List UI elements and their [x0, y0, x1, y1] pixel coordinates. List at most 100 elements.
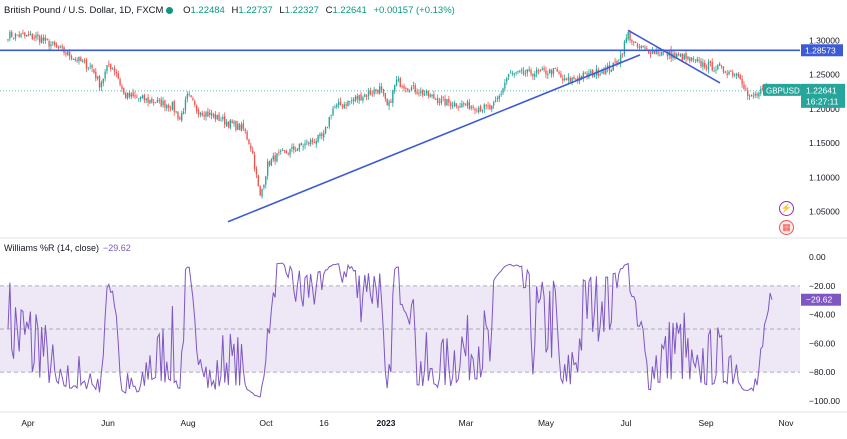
candle [468, 99, 471, 110]
candle [674, 50, 676, 60]
time-tick-label: Jun [101, 418, 115, 428]
candle [132, 88, 134, 98]
candle [321, 131, 323, 140]
wr-line [7, 262, 773, 398]
candle [42, 34, 45, 44]
time-tick-label: Mar [459, 418, 474, 428]
candle [323, 129, 325, 141]
candle [429, 92, 431, 98]
candle [308, 141, 310, 147]
candle [181, 110, 183, 123]
symbol-header: British Pound / U.S. Dollar, 1D, FXCM O1… [4, 5, 455, 16]
candle [18, 31, 20, 38]
candle [197, 107, 200, 118]
candle [369, 87, 372, 96]
candle [365, 93, 368, 101]
market-status-icon [166, 7, 174, 14]
candle [102, 78, 104, 87]
candle [119, 77, 121, 87]
candle [250, 142, 252, 153]
candle [539, 69, 542, 72]
candle [659, 51, 661, 57]
candle [255, 166, 258, 179]
candle [306, 139, 308, 146]
candle [160, 96, 162, 108]
candle [550, 68, 553, 78]
candle [347, 100, 349, 107]
candle [487, 101, 489, 110]
candle [435, 97, 437, 101]
candle [689, 56, 691, 64]
candle [446, 98, 448, 107]
candle [427, 90, 429, 99]
price-tick-label: 1.30000 [809, 36, 840, 46]
candle [9, 30, 11, 42]
candle [498, 94, 500, 103]
candle [395, 76, 398, 87]
candle [730, 69, 732, 72]
candle [20, 32, 22, 39]
price-pane [0, 29, 800, 223]
candle [158, 98, 160, 104]
candle [194, 99, 196, 108]
candle [464, 103, 467, 106]
candle [341, 103, 344, 110]
candle [552, 67, 555, 78]
candle [130, 92, 132, 100]
candle [98, 75, 101, 91]
candle [526, 68, 528, 77]
candle [252, 146, 254, 154]
candle [24, 31, 26, 39]
lightning-icon[interactable]: ⚡ [779, 201, 794, 216]
candle [640, 45, 642, 50]
candle [571, 76, 573, 86]
candle [173, 99, 175, 116]
candle [371, 90, 373, 97]
candle [110, 63, 112, 72]
candle [760, 85, 762, 97]
resistance-price-label: 1.28573 [805, 45, 836, 55]
candle [190, 94, 192, 98]
indicator-header[interactable]: Williams %R (14, close) −29.62 [4, 243, 131, 253]
time-tick-label: Apr [21, 418, 34, 428]
candle [52, 41, 54, 46]
candle [265, 175, 267, 189]
candle [478, 105, 480, 114]
candle [535, 67, 538, 78]
candle [683, 53, 685, 61]
candle [89, 62, 91, 70]
candle [422, 89, 424, 98]
candle [474, 107, 476, 115]
candle [545, 66, 547, 79]
candle [224, 112, 226, 129]
price-tick-label: 1.20000 [809, 104, 840, 114]
candle [440, 95, 443, 106]
candle [433, 90, 435, 100]
candle [216, 114, 218, 121]
wr-tick-label: −80.00 [809, 367, 836, 377]
candle [403, 83, 405, 92]
candle [655, 47, 657, 55]
candle [278, 149, 280, 156]
time-tick-label: 16 [319, 418, 329, 428]
candle [300, 142, 302, 146]
candle [377, 89, 379, 95]
candle [199, 111, 202, 118]
candle [298, 143, 301, 152]
candle [268, 160, 271, 167]
candle [11, 30, 13, 38]
candle [459, 102, 461, 108]
candle [621, 52, 624, 58]
candle [597, 67, 599, 79]
indicator-value: −29.62 [103, 243, 131, 253]
candle [27, 31, 30, 37]
candle [93, 68, 95, 74]
calendar-event-icon[interactable]: ▦ [779, 220, 794, 235]
candle [382, 88, 385, 97]
price-tick-label: 1.15000 [809, 138, 840, 148]
open-value: 1.22484 [190, 5, 225, 16]
candle [136, 94, 138, 99]
candle [709, 60, 712, 67]
